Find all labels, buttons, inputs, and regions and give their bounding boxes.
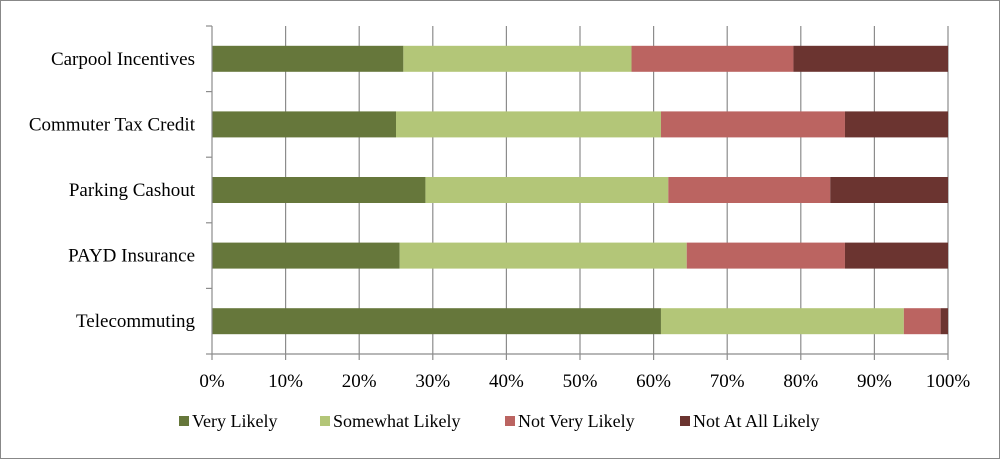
bar-segment bbox=[212, 177, 426, 203]
bar-segment bbox=[399, 242, 687, 269]
bar-segment bbox=[396, 111, 661, 138]
bar-segment bbox=[212, 45, 404, 72]
category-label: Parking Cashout bbox=[69, 180, 196, 201]
bar-segment bbox=[212, 111, 396, 138]
bar-segment bbox=[686, 242, 845, 269]
x-tick-label: 40% bbox=[489, 371, 524, 392]
category-label: Carpool Incentives bbox=[51, 49, 195, 70]
x-tick-label: 20% bbox=[342, 371, 377, 392]
x-tick-label: 70% bbox=[710, 371, 745, 392]
legend-swatch bbox=[680, 416, 690, 426]
bar-segment bbox=[830, 177, 948, 203]
bar-segment bbox=[660, 308, 904, 335]
x-tick-label: 50% bbox=[563, 371, 598, 392]
bar-segment bbox=[793, 45, 948, 72]
category-label: Telecommuting bbox=[76, 311, 195, 332]
legend-label: Somewhat Likely bbox=[333, 411, 460, 431]
legend-label: Not At All Likely bbox=[693, 411, 820, 431]
legend-label: Not Very Likely bbox=[518, 411, 635, 431]
category-label: Commuter Tax Credit bbox=[29, 114, 196, 135]
bar-segment bbox=[668, 177, 831, 203]
x-tick-label: 0% bbox=[199, 371, 225, 392]
legend-swatch bbox=[320, 416, 330, 426]
bar-segment bbox=[903, 308, 941, 335]
legend-label: Very Likely bbox=[192, 411, 277, 431]
bar-segment bbox=[212, 242, 400, 269]
legend: Very Likely Somewhat Likely Not Very Likel… bbox=[179, 411, 820, 431]
bar-segment bbox=[212, 308, 661, 335]
legend-swatch bbox=[179, 416, 189, 426]
label-layer: 0% 10% 20% 30% 40% 50% 60% 70% 80% 90% 100% Carpool… bbox=[29, 49, 970, 392]
x-tick-label: 30% bbox=[415, 371, 450, 392]
x-tick-label: 100% bbox=[926, 371, 971, 392]
x-tick-label: 90% bbox=[857, 371, 892, 392]
x-tick-label: 60% bbox=[636, 371, 671, 392]
bar-segment bbox=[403, 45, 632, 72]
bar-segment bbox=[631, 45, 794, 72]
bar-segment bbox=[940, 308, 948, 335]
bar-segment bbox=[844, 111, 948, 138]
bar-segment bbox=[844, 242, 948, 269]
legend-swatch bbox=[505, 416, 515, 426]
bar-segment bbox=[425, 177, 669, 203]
bar-layer bbox=[212, 45, 948, 335]
x-tick-label: 80% bbox=[783, 371, 818, 392]
category-label: PAYD Insurance bbox=[68, 246, 195, 267]
bar-segment bbox=[660, 111, 845, 138]
x-tick-label: 10% bbox=[268, 371, 303, 392]
axis-layer bbox=[206, 25, 949, 360]
